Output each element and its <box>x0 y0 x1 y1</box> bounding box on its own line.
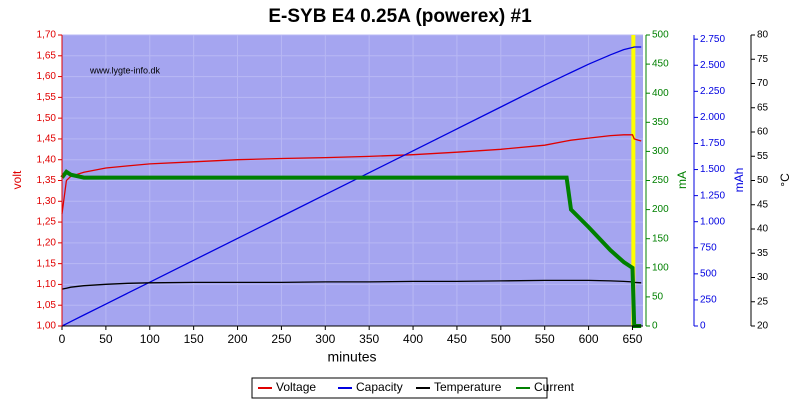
y2-tick-label: 500 <box>652 30 669 41</box>
y-tick-label: 1,70 <box>37 30 57 41</box>
y-tick-label: 1,30 <box>37 196 57 207</box>
y4-tick-label: 60 <box>757 127 769 138</box>
y4-tick-label: 70 <box>757 78 769 89</box>
x-tick-label: 650 <box>622 332 642 346</box>
y2-tick-label: 300 <box>652 146 669 157</box>
x-tick-label: 550 <box>535 332 555 346</box>
legend-label: Current <box>534 380 575 394</box>
y2-tick-label: 150 <box>652 233 669 244</box>
y3-tick-label: 2.750 <box>700 34 725 45</box>
x-tick-label: 400 <box>403 332 423 346</box>
x-tick-label: 350 <box>359 332 379 346</box>
legend-label: Temperature <box>434 380 502 394</box>
y4-tick-label: 40 <box>757 224 769 235</box>
y-tick-label: 1,50 <box>37 113 57 124</box>
series-line <box>60 169 642 328</box>
x-tick-label: 0 <box>59 332 66 346</box>
y2-tick-label: 450 <box>652 59 669 70</box>
y4-tick-label: 55 <box>757 151 769 162</box>
x-tick-label: 200 <box>228 332 248 346</box>
series-line <box>61 279 642 290</box>
x-tick-label: 600 <box>579 332 599 346</box>
y-tick-label: 1,55 <box>37 92 57 103</box>
y-tick-label: 1,35 <box>37 175 57 186</box>
y4-tick-label: 20 <box>757 321 769 332</box>
y-tick-label: 1,20 <box>37 237 57 248</box>
y3-tick-label: 1.750 <box>700 138 725 149</box>
y4-tick-label: 75 <box>757 54 769 65</box>
series-line <box>61 134 642 214</box>
y2-axis-label: mA <box>675 171 689 189</box>
x-tick-label: 500 <box>491 332 511 346</box>
y4-tick-label: 65 <box>757 102 769 113</box>
x-axis-label: minutes <box>327 349 376 365</box>
x-tick-label: 150 <box>184 332 204 346</box>
y2-tick-label: 250 <box>652 175 669 186</box>
y-tick-label: 1,45 <box>37 134 57 145</box>
y-tick-label: 1,00 <box>37 321 57 332</box>
y-tick-label: 1,10 <box>37 279 57 290</box>
y3-tick-label: 0 <box>700 321 706 332</box>
y3-tick-label: 750 <box>700 242 717 253</box>
x-tick-label: 100 <box>140 332 160 346</box>
y-tick-label: 1,25 <box>37 217 57 228</box>
x-tick-label: 250 <box>271 332 291 346</box>
y2-tick-label: 350 <box>652 117 669 128</box>
series-line <box>61 46 642 327</box>
y4-tick-label: 35 <box>757 248 769 259</box>
x-tick-label: 300 <box>315 332 335 346</box>
legend-label: Voltage <box>276 380 316 394</box>
y4-tick-label: 45 <box>757 199 769 210</box>
y4-axis-label: °C <box>778 173 792 187</box>
y3-axis-label: mAh <box>732 168 746 193</box>
y3-tick-label: 2.000 <box>700 112 725 123</box>
y2-tick-label: 200 <box>652 204 669 215</box>
y3-tick-label: 2.250 <box>700 86 725 97</box>
y3-tick-label: 2.500 <box>700 60 725 71</box>
chart-title: E-SYB E4 0.25A (powerex) #1 <box>268 6 532 27</box>
x-tick-label: 50 <box>99 332 113 346</box>
legend-label: Capacity <box>356 380 403 394</box>
y3-tick-label: 250 <box>700 295 717 306</box>
y3-tick-label: 500 <box>700 268 717 279</box>
y4-tick-label: 50 <box>757 175 769 186</box>
watermark: www.lygte-info.dk <box>89 65 161 75</box>
y3-tick-label: 1.000 <box>700 216 725 227</box>
legend: Voltage Capacity Temperature Current <box>251 377 575 399</box>
y-tick-label: 1,65 <box>37 50 57 61</box>
y-axis-label: volt <box>10 170 24 189</box>
legend-box <box>251 377 548 399</box>
y-tick-label: 1,05 <box>37 300 57 311</box>
y-tick-label: 1,15 <box>37 258 57 269</box>
y-tick-label: 1,40 <box>37 154 57 165</box>
y2-tick-label: 0 <box>652 321 658 332</box>
y4-tick-label: 25 <box>757 296 769 307</box>
y2-tick-label: 50 <box>652 292 664 303</box>
y4-tick-label: 30 <box>757 272 769 283</box>
y-tick-label: 1,60 <box>37 71 57 82</box>
y2-tick-label: 100 <box>652 262 669 273</box>
y4-tick-label: 80 <box>757 30 769 41</box>
x-tick-label: 450 <box>447 332 467 346</box>
y2-tick-label: 400 <box>652 88 669 99</box>
y3-tick-label: 1.250 <box>700 190 725 201</box>
y3-tick-label: 1.500 <box>700 164 725 175</box>
